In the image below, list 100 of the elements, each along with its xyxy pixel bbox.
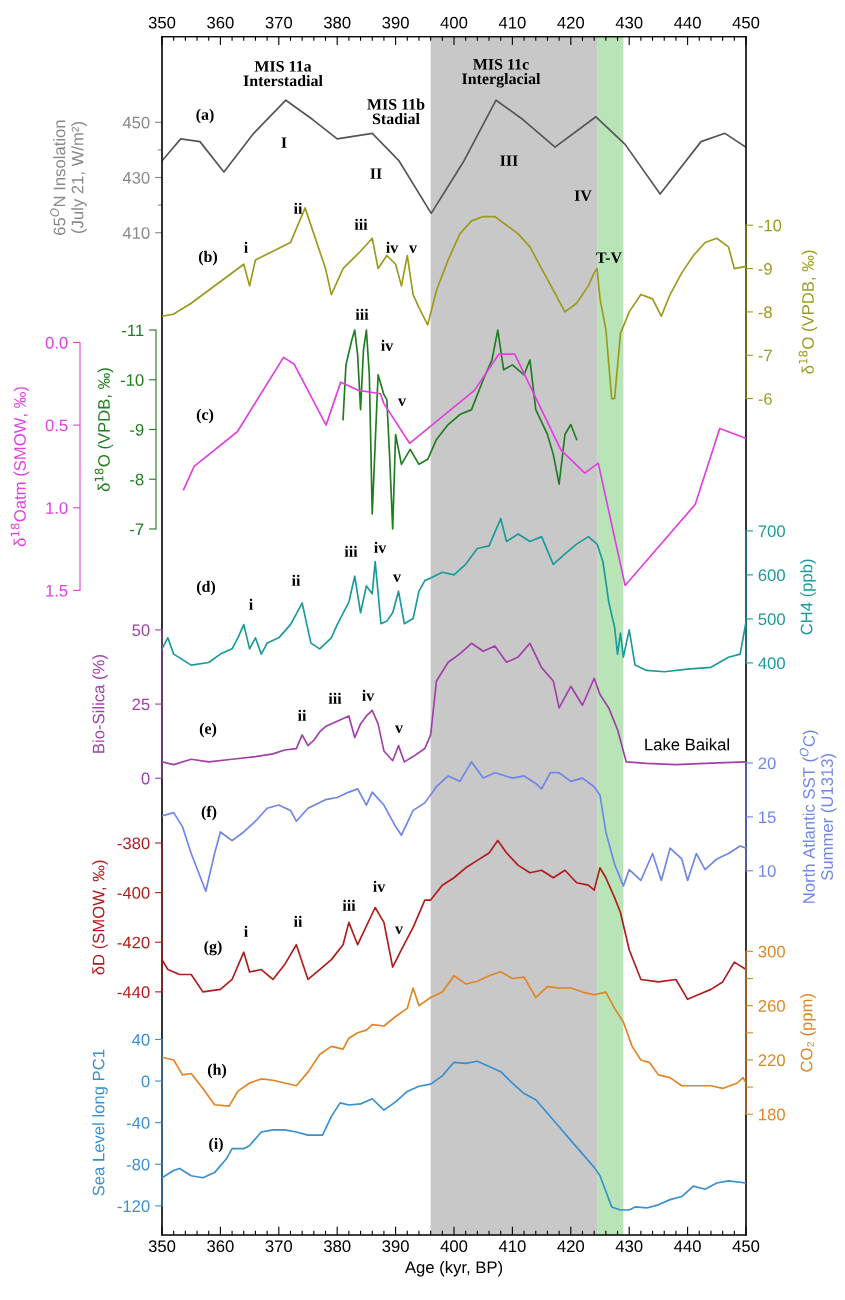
annotation: (g) [204, 940, 222, 956]
annotation: iv [362, 689, 375, 701]
y-tick-label: 0 [141, 1075, 150, 1088]
annotation: (c) [196, 408, 214, 424]
x2-tick-label: 430 [615, 16, 643, 29]
annotation: iv [386, 241, 399, 253]
y2-axis-title: CO₂ (ppm) [800, 994, 816, 1072]
x-tick-label: 350 [148, 1240, 176, 1253]
y2-tick-label: 260 [758, 1000, 785, 1012]
y-tick-label: 410 [122, 227, 150, 239]
x2-tick-label: 390 [382, 16, 409, 29]
x2-tick-label: 380 [323, 16, 351, 29]
annotation: T-V [596, 252, 622, 264]
y2-tick-label: 10 [759, 865, 776, 877]
annotation: ii [293, 202, 303, 214]
y2-tick-label: -7 [758, 349, 772, 362]
annotation: iii [354, 218, 368, 230]
annotation: Lake Baikal [645, 738, 729, 751]
x2-tick-label: 370 [265, 16, 293, 29]
y2-tick-label: -8 [758, 306, 772, 319]
y-tick-label: -120 [117, 1200, 150, 1213]
annotation: iii [328, 692, 342, 704]
y-tick-label: 450 [122, 116, 150, 129]
y-tick-label: -11 [122, 324, 144, 337]
x-tick-label: 440 [674, 1240, 701, 1253]
y2-tick-label: 180 [759, 1108, 785, 1121]
x2-tick-label: 410 [498, 16, 526, 29]
x2-tick-label: 450 [732, 16, 760, 29]
annotation: v [398, 398, 406, 406]
y-tick-label: -8 [130, 473, 144, 486]
y2-axis-title: North Atlantic SST ($^{O}$C) Summer (U1313) [799, 730, 837, 903]
annotation: v [409, 245, 417, 253]
y2-tick-label: 300 [758, 945, 785, 958]
y2-tick-label: 400 [758, 657, 785, 670]
y-tick-label: -80 [126, 1158, 150, 1171]
y2-tick-label: 20 [758, 757, 776, 770]
x2-tick-label: 360 [207, 16, 234, 29]
y-tick-label: -440 [117, 986, 150, 999]
y2-tick-label: -6 [758, 392, 772, 405]
y-tick-label: 0 [141, 772, 150, 785]
annotation: (h) [207, 1063, 227, 1079]
annotation: iii [342, 899, 356, 911]
annotation: iv [373, 880, 386, 892]
y2-tick-label: 15 [759, 811, 776, 824]
annotation: v [395, 725, 403, 733]
y-axis-title: δ$^{18}$Oatm (SMOW, ‰) [10, 387, 30, 547]
annotation: i [244, 241, 248, 253]
y2-tick-label: 700 [758, 525, 785, 538]
x-tick-label: 390 [382, 1240, 409, 1253]
x-tick-label: 400 [440, 1240, 468, 1253]
annotation: iii [355, 308, 369, 320]
y-axis-title: δ$^{18}$O (VPDB, ‰) [94, 368, 114, 492]
y2-axis-title: CH4 (ppb) [800, 559, 816, 635]
annotation: ii [293, 915, 303, 927]
y-axis-title: Sea Level long PC1 [92, 1049, 108, 1196]
y-tick-label: -7 [130, 523, 144, 535]
annotation: I [281, 137, 287, 148]
x-tick-label: 420 [557, 1240, 585, 1253]
annotation: II [370, 168, 382, 179]
x2-tick-label: 350 [148, 16, 176, 29]
y-tick-label: -40 [126, 1117, 150, 1129]
annotation: ii [297, 709, 307, 721]
annotation: ii [291, 574, 301, 586]
annotation: i [244, 925, 248, 937]
annotation: III [500, 155, 518, 166]
x-tick-label: 410 [498, 1240, 526, 1253]
annotation: (d) [196, 580, 216, 596]
y-tick-label: -420 [117, 936, 150, 949]
annotation: iv [374, 541, 387, 553]
x-tick-label: 430 [615, 1240, 643, 1253]
annotation: MIS 11c Interglacial [462, 58, 541, 88]
y-tick-label: 0.0 [45, 336, 68, 349]
annotation: iii [344, 545, 358, 557]
annotation: v [395, 926, 403, 934]
y-tick-label: 430 [122, 171, 150, 184]
annotation: (i) [209, 1137, 223, 1153]
y-tick-label: 1.0 [46, 502, 68, 514]
line-series [342, 329, 578, 530]
y-tick-label: 1.5 [46, 584, 68, 597]
annotation: IV [574, 190, 592, 202]
line-series [162, 761, 746, 893]
annotation: iv [381, 339, 394, 351]
x-tick-label: 370 [265, 1240, 293, 1253]
x-tick-label: 360 [207, 1240, 234, 1253]
y-tick-label: 50 [132, 624, 150, 637]
annotation: MIS 11b Stadial [367, 98, 425, 125]
x-tick-label: 450 [732, 1240, 760, 1253]
line-series [162, 99, 746, 215]
y-tick-label: 0.5 [45, 419, 68, 432]
y2-tick-label: -10 [758, 219, 782, 232]
y2-tick-label: 500 [758, 613, 785, 626]
y-axis-title: Bio-Silica (%) [92, 655, 108, 753]
annotation: MIS 11a Interstadial [243, 61, 323, 87]
y-tick-label: -400 [117, 887, 150, 899]
y2-tick-label: 220 [758, 1054, 785, 1067]
y-tick-label: 25 [132, 698, 150, 711]
annotation: v [393, 574, 401, 582]
y-tick-label: -10 [120, 374, 144, 386]
x-axis-title: Age (kyr, BP) [404, 1260, 503, 1277]
y-tick-label: 40 [132, 1033, 150, 1046]
